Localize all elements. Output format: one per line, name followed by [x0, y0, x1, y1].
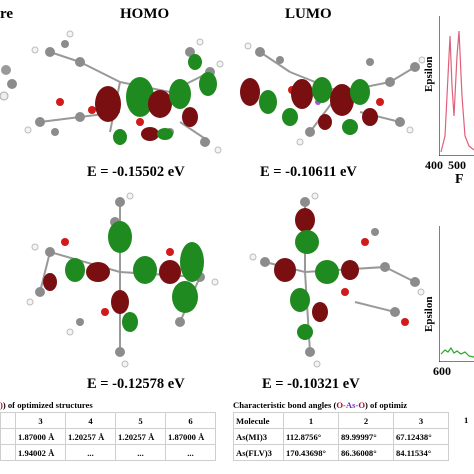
- bond-length-table: )) of optimized structures 3 4 5 6 1.870…: [0, 398, 232, 461]
- table-row: Molecule 1 2 3: [233, 412, 449, 429]
- homo-header: HOMO: [120, 6, 170, 22]
- table-row: As(MI)3 112.8756° 89.99997° 67.12438°: [233, 428, 449, 445]
- spectrum-top-xtick-400: 400: [425, 158, 443, 172]
- bond-angle-table-trailing-partial: 1: [464, 415, 469, 425]
- lumo-header: LUMO: [285, 6, 332, 22]
- lumo-energy-bottom: E = -0.10321 eV: [262, 376, 360, 392]
- spectrum-plot-bottom: [439, 226, 474, 362]
- homo-energy-top: E = -0.15502 eV: [87, 164, 185, 180]
- lumo-orbital-molecule-top: [240, 42, 425, 146]
- table-row: 1.94002 Å ... ... ...: [0, 444, 216, 461]
- epsilon-axis-label-top: Epsilon: [423, 56, 435, 92]
- table-row: 3 4 5 6: [0, 412, 216, 429]
- left-column-header-partial: re: [0, 6, 14, 22]
- uv-spectrum-panel-bottom: Epsilon 600: [423, 222, 474, 382]
- lumo-orbital-molecule-bottom: [249, 192, 425, 368]
- bond-angle-table-caption: Characteristic bond angles (O-As-O) of o…: [233, 400, 408, 410]
- uv-spectrum-panel-top: Epsilon 400 500 F: [423, 8, 474, 188]
- table-row: 1.87000 Å 1.20257 Å 1.20257 Å 1.87000 Å: [0, 428, 216, 445]
- homo-orbital-molecule-top: [24, 30, 224, 154]
- bond-angle-table: Characteristic bond angles (O-As-O) of o…: [233, 398, 474, 461]
- spectrum-top-xlabel-partial: F: [455, 172, 464, 187]
- homo-energy-bottom: E = -0.12578 eV: [87, 376, 185, 392]
- partial-molecule-image: [0, 65, 17, 101]
- lumo-energy-top: E = -0.10611 eV: [260, 164, 357, 180]
- homo-orbital-molecule-bottom: [26, 192, 219, 368]
- spectrum-top-xtick-500: 500: [448, 158, 466, 172]
- spectrum-plot-top: [439, 16, 474, 156]
- bond-length-table-caption: )) of optimized structures: [0, 400, 93, 410]
- table-row: As(FLV)3 170.43698° 86.36008° 84.11534°: [233, 444, 449, 461]
- epsilon-axis-label-bottom: Epsilon: [423, 296, 435, 332]
- spectrum-bottom-xtick-600: 600: [433, 364, 451, 378]
